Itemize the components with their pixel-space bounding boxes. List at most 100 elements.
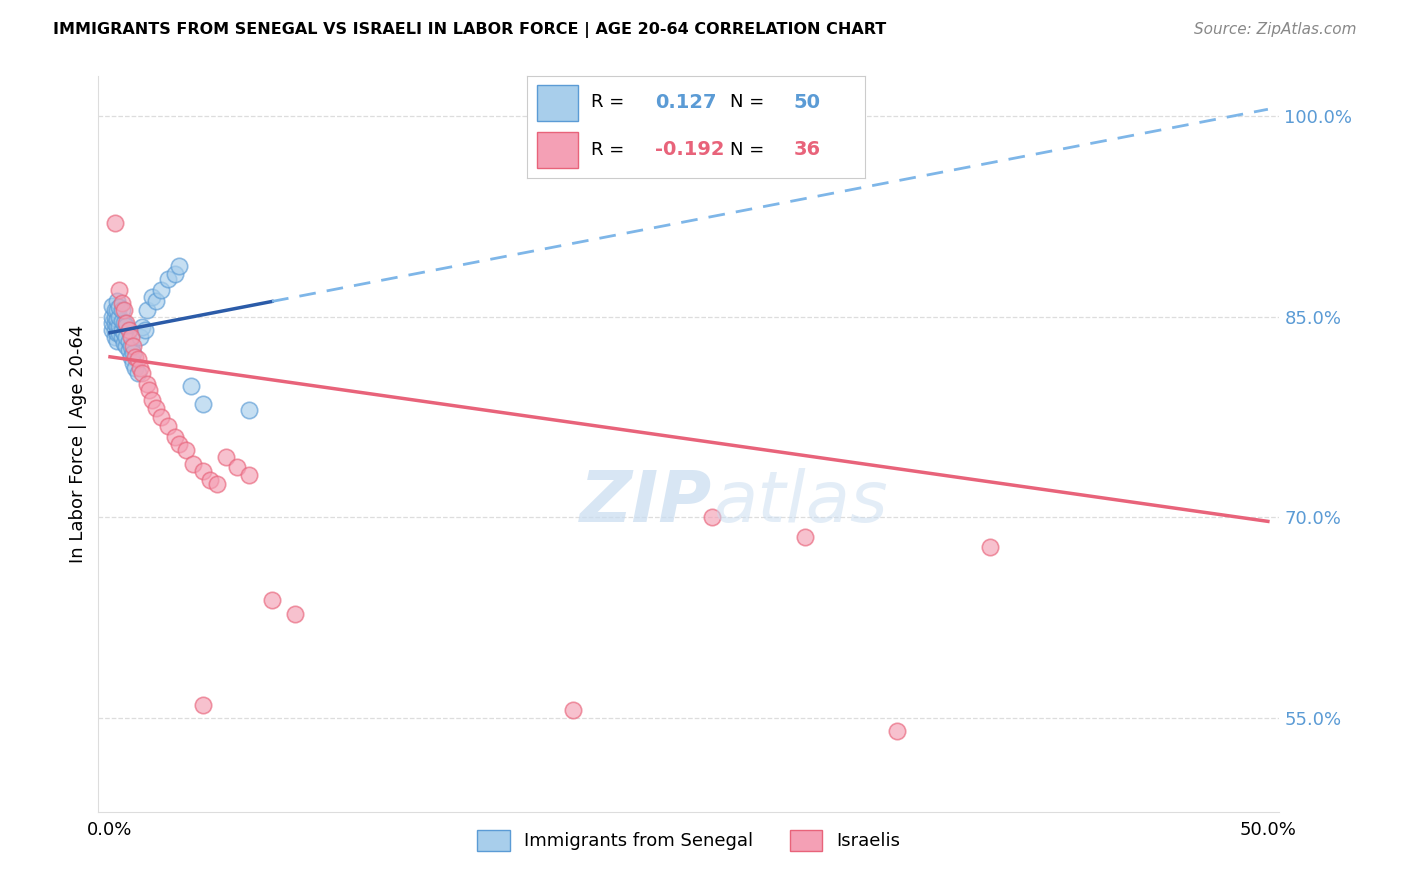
- Text: 50: 50: [794, 93, 821, 112]
- Point: [183, 457, 205, 471]
- Point: [198, 473, 221, 487]
- Point: [108, 326, 131, 340]
- Text: 36: 36: [794, 140, 821, 159]
- Point: [108, 318, 131, 333]
- Point: [886, 724, 908, 739]
- Point: [134, 323, 156, 337]
- Point: [284, 607, 307, 621]
- Text: ZIP: ZIP: [581, 468, 713, 537]
- Point: [136, 302, 159, 317]
- FancyBboxPatch shape: [537, 85, 578, 121]
- Point: [979, 540, 1001, 554]
- Point: [131, 366, 153, 380]
- Point: [120, 339, 142, 353]
- FancyBboxPatch shape: [537, 132, 578, 168]
- Point: [104, 216, 127, 230]
- Point: [191, 698, 214, 712]
- Point: [115, 316, 138, 330]
- Point: [101, 316, 124, 330]
- Point: [226, 459, 249, 474]
- Point: [120, 329, 142, 343]
- Point: [117, 343, 139, 357]
- Point: [180, 379, 202, 393]
- Point: [122, 356, 145, 371]
- Point: [115, 339, 138, 353]
- Point: [104, 323, 127, 337]
- Point: [191, 463, 214, 477]
- Point: [110, 313, 132, 327]
- Point: [108, 310, 131, 324]
- Point: [136, 376, 159, 391]
- Point: [105, 293, 128, 308]
- Text: 0.127: 0.127: [655, 93, 717, 112]
- Point: [176, 443, 198, 458]
- Text: N =: N =: [730, 94, 763, 112]
- Point: [120, 350, 142, 364]
- Point: [169, 436, 191, 450]
- Point: [112, 302, 135, 317]
- Point: [262, 593, 284, 607]
- Point: [700, 510, 723, 524]
- Point: [215, 450, 238, 464]
- Y-axis label: In Labor Force | Age 20-64: In Labor Force | Age 20-64: [69, 325, 87, 563]
- Text: -0.192: -0.192: [655, 140, 725, 159]
- Point: [104, 329, 127, 343]
- Point: [104, 316, 127, 330]
- Point: [124, 350, 146, 364]
- Point: [115, 329, 138, 343]
- Point: [117, 334, 139, 348]
- Point: [112, 336, 135, 351]
- Point: [104, 310, 127, 324]
- Point: [131, 320, 153, 334]
- Point: [110, 302, 132, 317]
- Point: [793, 530, 815, 544]
- Point: [105, 312, 128, 326]
- Point: [122, 345, 145, 359]
- Point: [105, 326, 128, 340]
- Point: [238, 403, 260, 417]
- Point: [110, 323, 132, 337]
- Text: Source: ZipAtlas.com: Source: ZipAtlas.com: [1194, 22, 1357, 37]
- Point: [149, 409, 172, 424]
- Text: R =: R =: [592, 94, 624, 112]
- Point: [191, 396, 214, 410]
- Text: N =: N =: [730, 141, 763, 159]
- Point: [101, 299, 124, 313]
- Point: [145, 293, 167, 308]
- Point: [127, 366, 149, 380]
- Point: [156, 419, 179, 434]
- Point: [145, 401, 167, 415]
- Point: [101, 310, 124, 324]
- Point: [149, 283, 172, 297]
- Text: R =: R =: [592, 141, 624, 159]
- Text: IMMIGRANTS FROM SENEGAL VS ISRAELI IN LABOR FORCE | AGE 20-64 CORRELATION CHART: IMMIGRANTS FROM SENEGAL VS ISRAELI IN LA…: [53, 22, 887, 38]
- Point: [163, 430, 186, 444]
- Point: [124, 360, 146, 375]
- Point: [108, 300, 131, 314]
- Point: [115, 318, 138, 333]
- Point: [562, 703, 585, 717]
- Point: [112, 326, 135, 340]
- Point: [163, 267, 186, 281]
- Point: [104, 302, 127, 317]
- Point: [129, 360, 152, 375]
- Legend: Immigrants from Senegal, Israelis: Immigrants from Senegal, Israelis: [470, 822, 908, 858]
- Point: [105, 318, 128, 333]
- Point: [105, 302, 128, 317]
- Point: [127, 352, 149, 367]
- Point: [110, 296, 132, 310]
- Point: [110, 329, 132, 343]
- Point: [129, 329, 152, 343]
- Point: [141, 392, 163, 407]
- Point: [108, 283, 131, 297]
- Text: atlas: atlas: [713, 468, 887, 537]
- Point: [205, 476, 228, 491]
- Point: [105, 334, 128, 348]
- Point: [141, 289, 163, 303]
- Point: [238, 467, 260, 482]
- Point: [117, 323, 139, 337]
- Point: [101, 323, 124, 337]
- Point: [169, 259, 191, 273]
- Point: [122, 339, 145, 353]
- Point: [156, 272, 179, 286]
